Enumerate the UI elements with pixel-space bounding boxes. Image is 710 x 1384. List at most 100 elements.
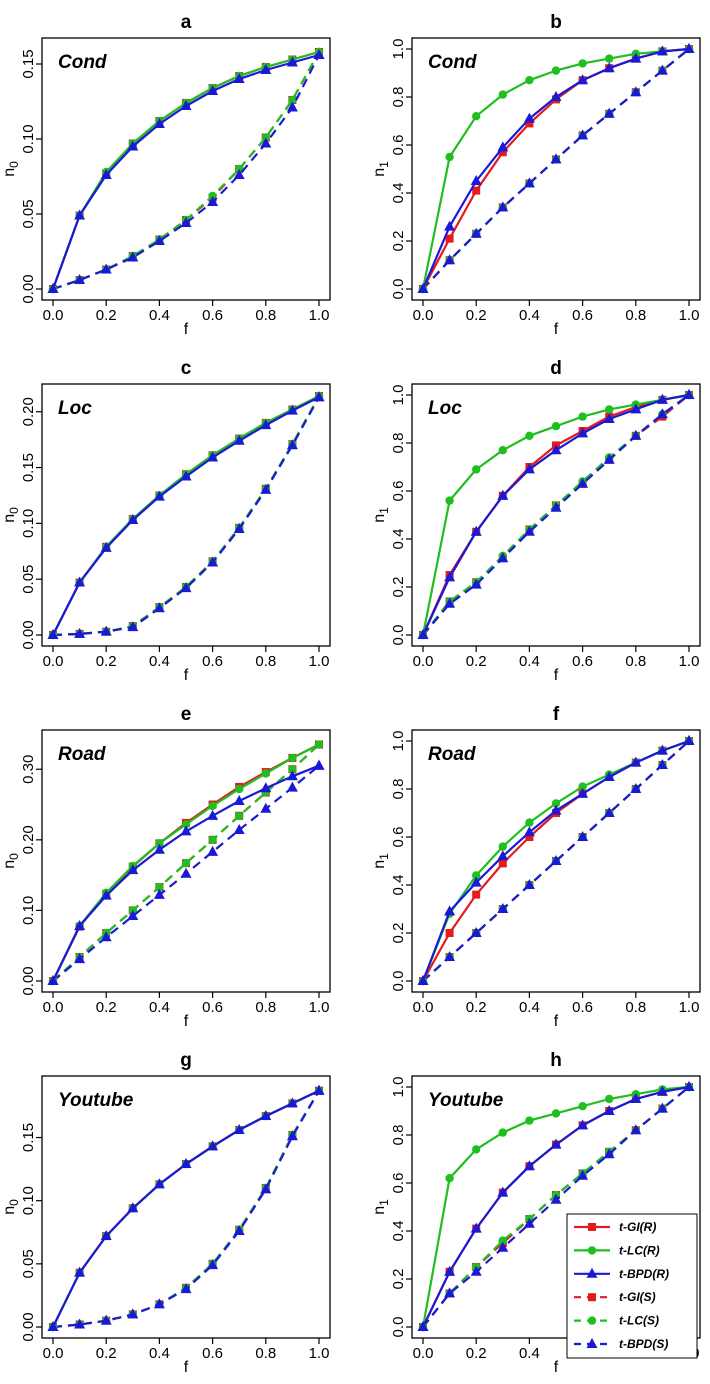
series-line bbox=[52, 54, 320, 291]
dataset-label: Youtube bbox=[428, 1090, 504, 1111]
data-point bbox=[577, 477, 589, 488]
x-tick-label: 0.0 bbox=[413, 307, 434, 324]
y-tick-label: 0.30 bbox=[20, 755, 37, 784]
x-axis-label: f bbox=[554, 1359, 559, 1376]
x-tick-label: 0.4 bbox=[519, 307, 540, 324]
data-point bbox=[260, 782, 272, 793]
panel-letter: f bbox=[553, 704, 560, 725]
data-point bbox=[603, 62, 615, 73]
data-point bbox=[523, 525, 535, 536]
data-point bbox=[207, 1140, 219, 1151]
panel-letter: e bbox=[181, 704, 192, 725]
data-point bbox=[180, 1158, 192, 1169]
data-point bbox=[603, 107, 615, 118]
data-point bbox=[683, 1081, 695, 1091]
data-point bbox=[100, 263, 112, 274]
y-tick-label: 0.6 bbox=[390, 481, 407, 502]
data-point bbox=[525, 1116, 534, 1125]
plot-frame bbox=[41, 37, 331, 301]
y-tick-label: 0.05 bbox=[20, 1249, 37, 1278]
y-tick-label: 0.10 bbox=[20, 1186, 37, 1215]
x-tick-label: 0.8 bbox=[255, 1345, 276, 1362]
plot-frame bbox=[411, 383, 701, 647]
data-point bbox=[523, 1160, 535, 1171]
panel-letter: c bbox=[181, 358, 192, 379]
x-tick-label: 0.8 bbox=[255, 653, 276, 670]
data-point bbox=[286, 56, 298, 67]
data-point bbox=[523, 177, 535, 188]
data-point bbox=[497, 1186, 509, 1197]
data-point bbox=[207, 196, 219, 206]
data-point bbox=[74, 1318, 86, 1329]
x-tick-label: 0.0 bbox=[43, 999, 64, 1016]
y-tick-label: 0.6 bbox=[390, 135, 407, 156]
y-axis-label: n1 bbox=[371, 1199, 391, 1215]
data-point bbox=[127, 514, 139, 525]
legend-label: t-GI(S) bbox=[619, 1290, 656, 1304]
data-point bbox=[153, 888, 165, 899]
y-tick-label: 0.0 bbox=[390, 971, 407, 992]
data-point bbox=[127, 140, 139, 151]
series-t-BPD(S) bbox=[417, 1081, 695, 1331]
data-point bbox=[577, 787, 589, 798]
data-point bbox=[603, 413, 615, 423]
data-point bbox=[470, 525, 482, 536]
data-point bbox=[260, 1183, 272, 1194]
dataset-label: Loc bbox=[58, 398, 92, 419]
data-point bbox=[577, 831, 589, 841]
series-t-BPD(R) bbox=[417, 389, 695, 639]
data-point bbox=[417, 629, 429, 639]
data-point bbox=[153, 118, 165, 128]
data-point bbox=[605, 405, 614, 414]
data-point bbox=[286, 781, 298, 792]
data-point bbox=[470, 927, 482, 937]
x-tick-label: 1.0 bbox=[679, 307, 700, 324]
y-axis-label: n0 bbox=[1, 161, 21, 177]
data-point bbox=[235, 784, 244, 794]
series-t-BPD(R) bbox=[47, 1084, 325, 1331]
x-tick-label: 0.8 bbox=[625, 307, 646, 324]
legend-marker bbox=[586, 1338, 598, 1348]
y-tick-label: 0.20 bbox=[20, 397, 37, 426]
y-tick-label: 0.00 bbox=[20, 620, 37, 649]
data-point bbox=[656, 744, 668, 755]
data-point bbox=[630, 52, 642, 63]
data-point bbox=[498, 148, 507, 157]
x-tick-label: 0.6 bbox=[572, 653, 593, 670]
y-axis-label: n0 bbox=[1, 853, 21, 869]
legend-marker bbox=[587, 1246, 597, 1255]
data-point bbox=[180, 867, 192, 878]
x-tick-label: 0.0 bbox=[413, 653, 434, 670]
data-point bbox=[47, 629, 59, 639]
data-point bbox=[497, 201, 509, 212]
series-t-BPD(S) bbox=[47, 49, 325, 293]
data-point bbox=[261, 769, 270, 778]
data-point bbox=[233, 169, 245, 179]
data-point bbox=[444, 571, 456, 582]
x-tick-label: 0.8 bbox=[625, 999, 646, 1016]
data-point bbox=[207, 85, 219, 95]
data-point bbox=[656, 45, 668, 56]
data-point bbox=[498, 859, 507, 868]
data-point bbox=[525, 76, 534, 85]
data-point bbox=[180, 100, 192, 110]
data-point bbox=[180, 582, 192, 593]
y-tick-label: 0.6 bbox=[390, 827, 407, 848]
data-point bbox=[207, 451, 219, 462]
data-point bbox=[288, 765, 297, 774]
data-point bbox=[472, 186, 481, 195]
x-tick-label: 0.4 bbox=[519, 1345, 540, 1362]
x-tick-label: 0.2 bbox=[466, 307, 487, 324]
y-tick-label: 0.2 bbox=[390, 231, 407, 252]
data-point bbox=[630, 429, 642, 440]
data-point bbox=[208, 835, 217, 845]
data-point bbox=[525, 431, 534, 440]
data-point bbox=[286, 439, 298, 450]
data-point bbox=[498, 90, 507, 99]
y-tick-label: 0.4 bbox=[390, 875, 407, 896]
y-tick-label: 0.15 bbox=[20, 49, 37, 78]
x-tick-label: 0.4 bbox=[149, 307, 170, 324]
data-point bbox=[550, 1138, 562, 1149]
panel-f: f 0.0 0.2 0.4 0.6 0.8 1.0 0.0 0.2 0.4 0.6 0.8 1.0 f n1… bbox=[371, 704, 701, 1030]
data-point bbox=[233, 434, 245, 445]
